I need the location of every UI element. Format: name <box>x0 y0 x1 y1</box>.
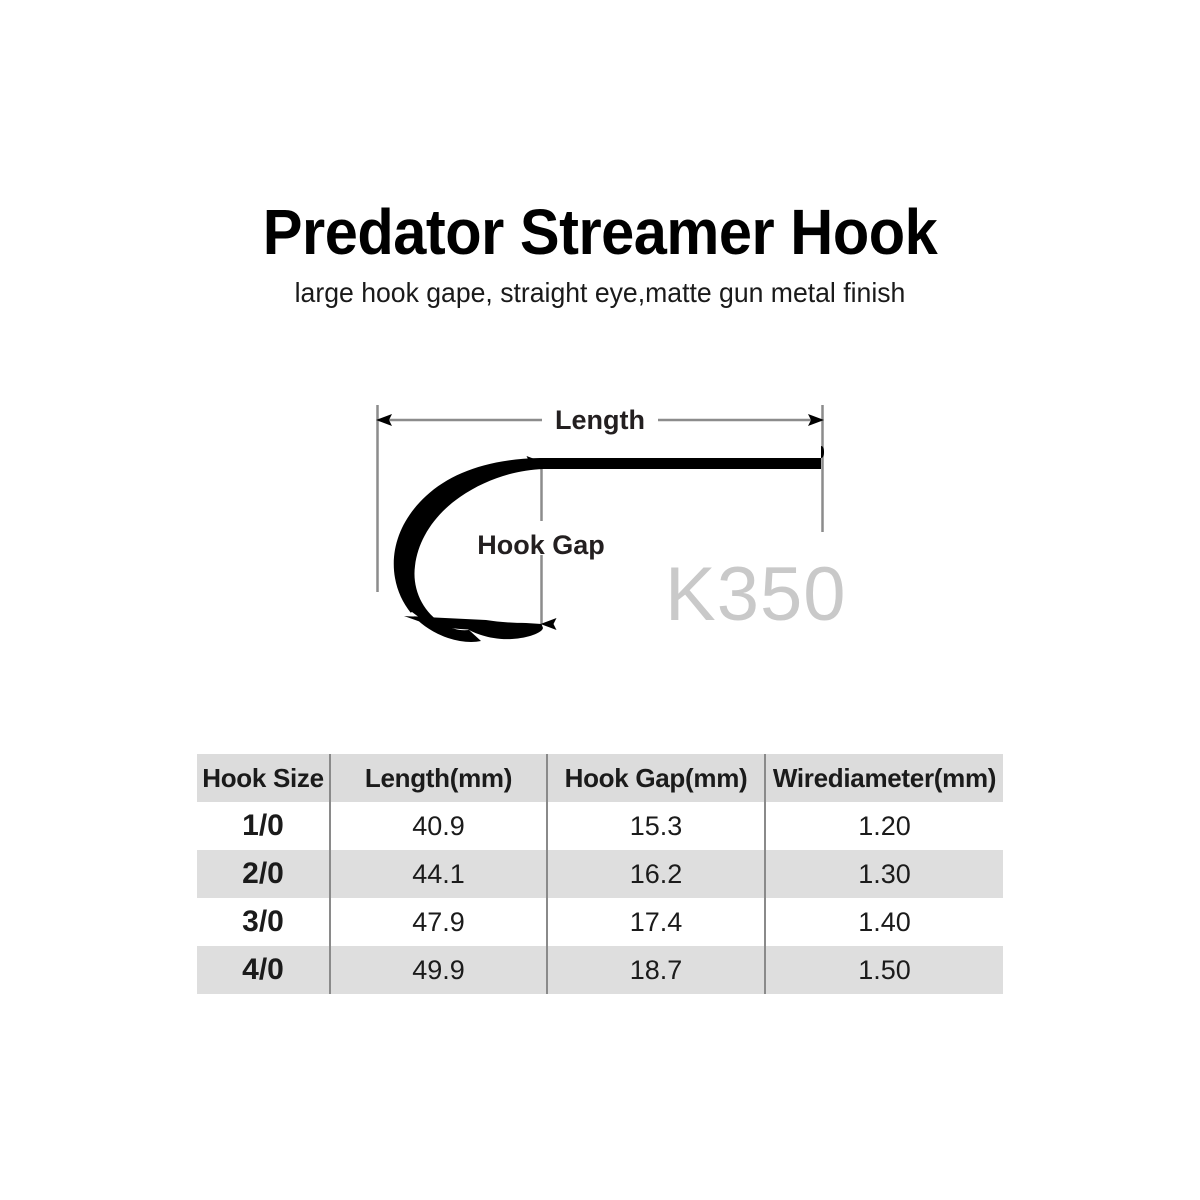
page-subtitle: large hook gape, straight eye,matte gun … <box>294 277 906 308</box>
spec-table-container: Hook Size Length(mm) Hook Gap(mm) Wiredi… <box>197 754 1003 994</box>
hook-barb-notch <box>404 612 418 617</box>
table-row: 4/0 49.9 18.7 1.50 <box>197 946 1003 994</box>
hook-gap-label: Hook Gap <box>477 530 605 560</box>
cell-length: 49.9 <box>329 946 547 994</box>
cell-hook-size: 4/0 <box>197 946 330 994</box>
cell-length: 40.9 <box>329 802 547 850</box>
watermark-k350: K350 <box>665 552 847 637</box>
hook-diagram: K350 Length Hook Gap <box>300 380 920 700</box>
cell-wirediameter: 1.30 <box>764 850 1003 898</box>
table-row: 2/0 44.1 16.2 1.30 <box>197 850 1003 898</box>
table-header-row: Hook Size Length(mm) Hook Gap(mm) Wiredi… <box>197 754 1003 802</box>
hook-spec-table: Hook Size Length(mm) Hook Gap(mm) Wiredi… <box>197 754 1003 994</box>
table-row: 1/0 40.9 15.3 1.20 <box>197 802 1003 850</box>
cell-hook-size: 3/0 <box>197 898 330 946</box>
header: Predator Streamer Hook large hook gape, … <box>0 196 1200 310</box>
table-row: 3/0 47.9 17.4 1.40 <box>197 898 1003 946</box>
column-header-hook-gap: Hook Gap(mm) <box>546 754 765 802</box>
length-label: Length <box>555 405 645 435</box>
cell-wirediameter: 1.40 <box>764 898 1003 946</box>
cell-wirediameter: 1.50 <box>764 946 1003 994</box>
cell-hook-size: 1/0 <box>197 802 330 850</box>
cell-hook-gap: 17.4 <box>546 898 765 946</box>
page-title: Predator Streamer Hook <box>262 196 938 268</box>
hook-point-shape <box>404 616 543 640</box>
cell-hook-gap: 16.2 <box>546 850 765 898</box>
cell-hook-gap: 18.7 <box>546 946 765 994</box>
cell-hook-gap: 15.3 <box>546 802 765 850</box>
column-header-length: Length(mm) <box>329 754 547 802</box>
cell-wirediameter: 1.20 <box>764 802 1003 850</box>
column-header-hook-size: Hook Size <box>197 754 330 802</box>
column-header-wirediameter: Wirediameter(mm) <box>764 754 1003 802</box>
cell-hook-size: 2/0 <box>197 850 330 898</box>
cell-length: 47.9 <box>329 898 547 946</box>
cell-length: 44.1 <box>329 850 547 898</box>
